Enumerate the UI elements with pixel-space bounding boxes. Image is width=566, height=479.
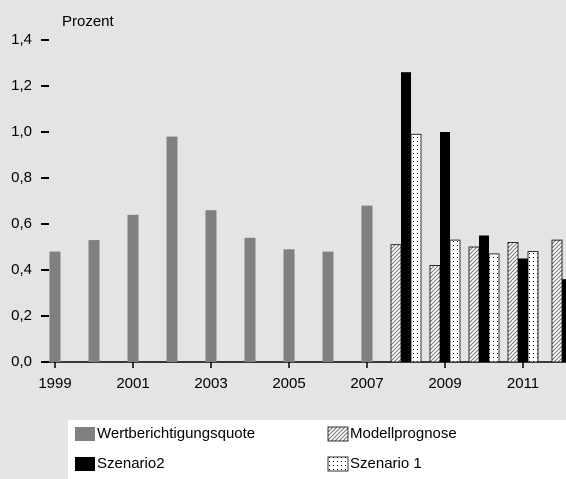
bar [527,251,539,363]
y-tick-label: 0,0 [11,353,32,370]
bar [429,264,441,363]
x-tick-label: 2007 [350,375,383,392]
bar [449,239,461,363]
y-tick-label: 0,4 [11,261,32,278]
bar [468,246,480,363]
x-tick-label: 2009 [428,375,461,392]
y-tick-label: 1,4 [11,31,32,48]
y-tick-label: 0,6 [11,215,32,232]
bar [166,136,178,362]
x-tick-label: 2005 [272,375,305,392]
legend-label: Szenario 1 [350,455,422,472]
bar [127,214,139,362]
y-axis-label: Prozent [62,13,115,30]
bar [244,237,256,362]
x-tick-label: 2001 [116,375,149,392]
bar [49,251,61,362]
bar [205,210,217,362]
bar [507,241,519,363]
bar [518,258,528,362]
legend-swatch [75,427,95,441]
bar [322,251,334,362]
legend-swatch [75,457,95,471]
bar [88,240,100,362]
bar [551,239,563,363]
legend-swatch [327,426,349,442]
legend-box [68,420,566,479]
bar [488,253,500,363]
bar [283,249,295,362]
bar [401,72,411,362]
x-tick-label: 1999 [38,375,71,392]
y-tick-label: 0,2 [11,307,32,324]
bar [361,205,373,362]
legend-label: Modellprognose [350,425,457,442]
x-tick-label: 2011 [507,375,539,392]
y-tick-label: 1,2 [11,77,32,94]
legend-label: Wertberichtigungsquote [97,425,255,442]
y-tick-label: 0,8 [11,169,32,186]
bar [410,133,422,363]
bar [562,279,566,362]
bar [479,235,489,362]
y-tick-label: 1,0 [11,123,32,140]
bar [390,244,402,363]
legend-label: Szenario2 [97,455,165,472]
bar [440,132,450,362]
x-tick-label: 2003 [194,375,227,392]
legend-swatch [327,456,349,472]
